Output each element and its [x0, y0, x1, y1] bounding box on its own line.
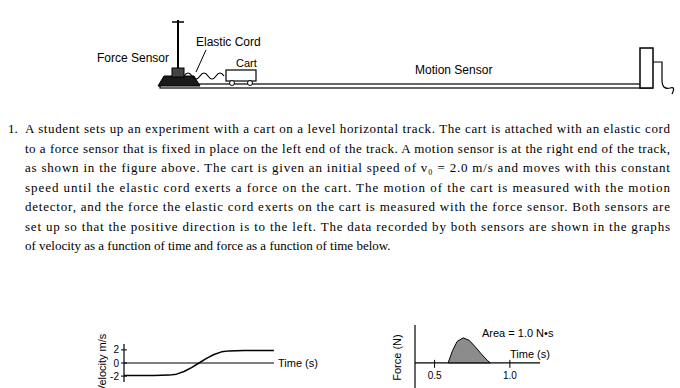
- force-sensor-label: Force Sensor: [97, 51, 169, 65]
- plot-area: [124, 351, 274, 376]
- y-tick-label: 2: [113, 344, 119, 355]
- x-tick-label: 1.0: [503, 370, 517, 381]
- y-axis-label: Velocity m/s: [96, 333, 108, 388]
- cart: [226, 70, 256, 81]
- velocity-line: [124, 351, 274, 376]
- problem-text: 1. A student sets up an experiment with a…: [8, 121, 670, 253]
- sensor-post-top: [172, 21, 184, 23]
- cord-pointer: [196, 50, 206, 72]
- force-sensor-head: [172, 68, 184, 77]
- elastic-cord-label: Elastic Cord: [196, 35, 261, 49]
- problem-number: 1.: [8, 121, 18, 136]
- problem-line: as shown in the figure above. The cart i…: [25, 160, 670, 175]
- cart-label: Cart: [236, 57, 257, 69]
- x-tick: [434, 360, 435, 368]
- y-axis-label: Force (N): [391, 334, 403, 380]
- y-tick-label: 0: [113, 358, 119, 369]
- problem-line: A student sets up an experiment with a c…: [25, 121, 670, 136]
- x-axis-label: Time (s): [510, 348, 550, 360]
- problem-line: to a force sensor that is fixed in place…: [25, 141, 670, 156]
- elastic-cord: [184, 73, 224, 79]
- plot-area: [448, 338, 490, 363]
- problem-line: of velocity as a function of time and fo…: [25, 238, 391, 253]
- y-tick-label: -2: [110, 371, 119, 382]
- x-tick-label: 0.5: [428, 370, 442, 381]
- y-tick: [121, 363, 127, 364]
- problem-line: set up so that the positive direction is…: [25, 219, 670, 234]
- problem-line: detector, and the force the elastic cord…: [25, 199, 670, 214]
- cart-wheel: [230, 81, 235, 86]
- motion-sensor: [640, 48, 653, 88]
- chart: 2 0 -2Velocity m/s Time (s): [96, 333, 318, 388]
- x-axis-label: Time (s): [278, 357, 318, 369]
- sensor-cable: [653, 62, 674, 94]
- motion-sensor-label: Motion Sensor: [415, 63, 492, 77]
- cart-wheel: [248, 81, 253, 86]
- y-tick: [121, 349, 127, 350]
- page: Force Sensor Elastic Cord Cart Motion Senso…: [0, 0, 680, 388]
- apparatus-diagram: Force Sensor Elastic Cord Cart Motion Senso…: [97, 20, 674, 94]
- y-axis: [414, 325, 415, 388]
- force-pulse-area: [448, 338, 490, 363]
- problem-line: speed until the elastic cord exerts a fo…: [25, 180, 670, 195]
- area-annotation: Area = 1.0 N•s: [482, 327, 554, 339]
- x-tick: [509, 360, 510, 368]
- chart: 0.5 1.0 Force (N) Time (s) Area = 1.0 N•s: [391, 325, 554, 388]
